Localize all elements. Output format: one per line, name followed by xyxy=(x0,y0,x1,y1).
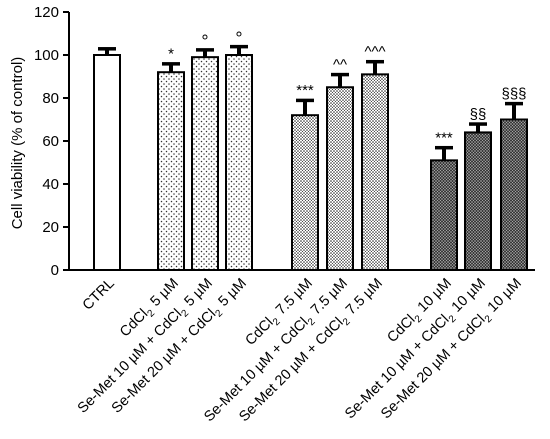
bar xyxy=(464,131,492,271)
error-bar xyxy=(512,103,516,122)
y-tick-label: 40 xyxy=(42,176,59,193)
error-bar xyxy=(169,63,173,75)
significance-label: §§§ xyxy=(501,85,526,102)
error-bar xyxy=(237,46,241,57)
error-bar-cap xyxy=(505,101,523,106)
y-tick-label: 20 xyxy=(42,219,59,236)
error-bar-cap xyxy=(331,72,349,77)
y-tick-label: 0 xyxy=(51,262,59,279)
bar xyxy=(430,159,458,272)
error-bar xyxy=(105,48,109,57)
error-bar-cap xyxy=(366,59,384,64)
bar-group: ° xyxy=(225,28,253,271)
bar-group xyxy=(93,47,121,271)
error-bar xyxy=(338,74,342,90)
error-bar-cap xyxy=(230,44,248,49)
significance-label: §§ xyxy=(470,106,487,123)
bar xyxy=(326,86,354,271)
bar-group: ^^ xyxy=(326,56,354,271)
bar xyxy=(93,54,121,271)
bar-group: ° xyxy=(191,32,219,272)
bar-group: ^^^ xyxy=(361,43,389,271)
x-tick-label: CTRL xyxy=(80,276,118,314)
bar xyxy=(191,56,219,272)
error-bar xyxy=(476,123,480,135)
significance-label: *** xyxy=(296,82,314,99)
significance-label: ^^^ xyxy=(364,43,385,60)
error-bar xyxy=(373,61,377,77)
bar xyxy=(500,118,528,271)
bar xyxy=(157,71,185,271)
significance-label: *** xyxy=(435,129,453,146)
bar-group: * xyxy=(157,46,185,271)
significance-label: ° xyxy=(201,32,208,52)
bars-group: *° °***^^^^^***§§§§§ xyxy=(93,28,528,272)
significance-label: ^^ xyxy=(333,56,347,73)
error-bar-cap xyxy=(162,62,180,66)
error-bar xyxy=(442,147,446,163)
x-tick-label: Se-Met 20 µM + CdCl2 10 µM xyxy=(378,276,527,425)
error-bar-cap xyxy=(296,98,314,103)
bar xyxy=(361,73,389,271)
y-axis-label: Cell viability (% of control) xyxy=(9,57,26,230)
y-axis: 0 20 40 60 80 100 120 xyxy=(34,4,70,279)
error-bar-cap xyxy=(196,48,214,52)
significance-label: ° xyxy=(235,28,242,48)
error-bar-cap xyxy=(98,47,116,51)
error-bar xyxy=(203,49,207,60)
error-bar-cap xyxy=(469,122,487,126)
y-tick-label: 60 xyxy=(42,133,59,150)
bar-group: §§ xyxy=(464,106,492,271)
bar xyxy=(225,54,253,271)
bar-group: §§§ xyxy=(500,85,528,271)
error-bar xyxy=(303,100,307,118)
significance-label: * xyxy=(168,46,174,63)
y-tick-label: 80 xyxy=(42,90,59,107)
error-bar-cap xyxy=(435,145,453,150)
bar xyxy=(291,114,319,271)
y-tick-label: 120 xyxy=(34,4,59,21)
bar-group: *** xyxy=(291,82,319,271)
y-tick-label: 100 xyxy=(34,47,59,64)
bar-group: *** xyxy=(430,129,458,272)
